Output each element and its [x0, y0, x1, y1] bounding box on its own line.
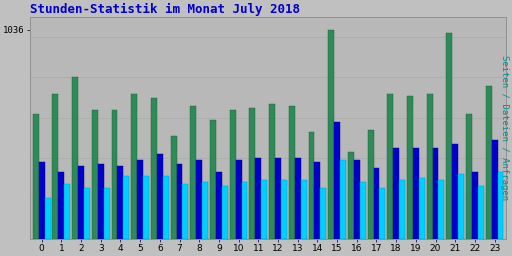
- Bar: [104, 188, 110, 239]
- Bar: [72, 78, 78, 239]
- Bar: [309, 132, 314, 239]
- Bar: [78, 166, 84, 239]
- Bar: [354, 160, 360, 239]
- Bar: [182, 184, 188, 239]
- Bar: [419, 178, 425, 239]
- Bar: [65, 184, 70, 239]
- Bar: [39, 162, 45, 239]
- Bar: [289, 106, 295, 239]
- Bar: [281, 180, 287, 239]
- Bar: [137, 160, 143, 239]
- Bar: [295, 158, 301, 239]
- Bar: [230, 110, 236, 239]
- Bar: [131, 94, 137, 239]
- Bar: [196, 160, 202, 239]
- Bar: [45, 198, 51, 239]
- Bar: [433, 148, 438, 239]
- Bar: [163, 176, 168, 239]
- Bar: [492, 140, 498, 239]
- Bar: [340, 160, 346, 239]
- Bar: [249, 108, 255, 239]
- Bar: [328, 30, 334, 239]
- Bar: [58, 172, 65, 239]
- Bar: [33, 114, 39, 239]
- Bar: [170, 136, 177, 239]
- Bar: [314, 162, 321, 239]
- Bar: [216, 172, 222, 239]
- Bar: [458, 174, 464, 239]
- Bar: [255, 158, 261, 239]
- Bar: [177, 164, 182, 239]
- Bar: [92, 110, 98, 239]
- Bar: [123, 176, 130, 239]
- Bar: [321, 188, 326, 239]
- Bar: [360, 182, 366, 239]
- Bar: [478, 186, 484, 239]
- Bar: [466, 114, 472, 239]
- Bar: [486, 86, 492, 239]
- Bar: [407, 95, 413, 239]
- Bar: [202, 182, 208, 239]
- Bar: [301, 180, 307, 239]
- Bar: [348, 152, 354, 239]
- Bar: [261, 180, 267, 239]
- Bar: [275, 158, 281, 239]
- Bar: [426, 94, 433, 239]
- Bar: [151, 98, 157, 239]
- Bar: [222, 186, 228, 239]
- Bar: [236, 160, 242, 239]
- Bar: [117, 166, 123, 239]
- Y-axis label: Seiten / Dateien / Anfragen: Seiten / Dateien / Anfragen: [500, 55, 509, 200]
- Text: Stunden-Statistik im Monat July 2018: Stunden-Statistik im Monat July 2018: [30, 3, 300, 16]
- Bar: [452, 144, 458, 239]
- Bar: [446, 33, 452, 239]
- Bar: [438, 180, 444, 239]
- Bar: [112, 110, 117, 239]
- Bar: [368, 130, 374, 239]
- Bar: [157, 154, 163, 239]
- Bar: [84, 188, 90, 239]
- Bar: [399, 180, 405, 239]
- Bar: [98, 164, 104, 239]
- Bar: [143, 176, 149, 239]
- Bar: [190, 106, 196, 239]
- Bar: [393, 148, 399, 239]
- Bar: [53, 94, 58, 239]
- Bar: [472, 172, 478, 239]
- Bar: [379, 188, 386, 239]
- Bar: [334, 122, 340, 239]
- Bar: [242, 182, 247, 239]
- Bar: [269, 104, 275, 239]
- Bar: [387, 94, 393, 239]
- Bar: [210, 120, 216, 239]
- Bar: [498, 172, 503, 239]
- Bar: [413, 148, 419, 239]
- Bar: [374, 168, 379, 239]
